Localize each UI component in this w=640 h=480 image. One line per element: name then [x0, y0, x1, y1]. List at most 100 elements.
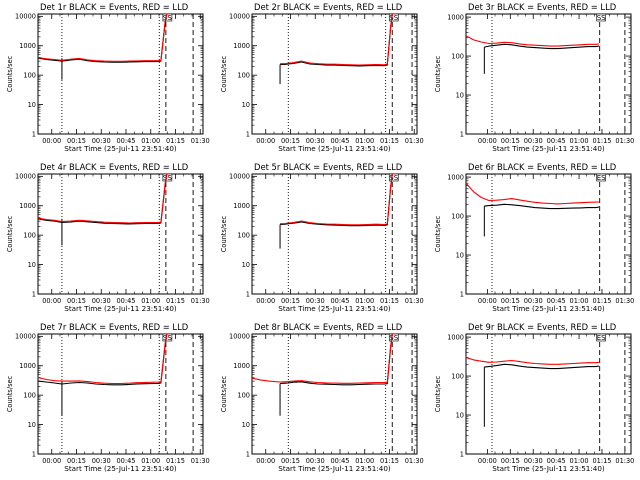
panel-title: Det 9r BLACK = Events, RED = LLD	[468, 322, 616, 332]
marker-label-box	[596, 333, 606, 342]
x-tick-label: 00:00	[42, 137, 61, 145]
y-axis-label: Counts/sec	[220, 215, 228, 252]
marker-label: SS	[389, 174, 398, 182]
x-tick-label: 00:15	[281, 297, 300, 305]
marker-label-box	[596, 13, 606, 22]
y-tick-label: 100	[451, 372, 464, 380]
y-tick-label: 100	[23, 232, 36, 240]
y-tick-label: 10	[28, 101, 36, 109]
y-axis-label: Counts/sec	[6, 215, 14, 252]
x-axis-label: Start Time (25-Jul-11 23:51:40)	[64, 304, 177, 313]
panel-det-8: Det 8r BLACK = Events, RED = LLD 1 10 100 10…	[220, 322, 424, 473]
events-series-line	[280, 14, 393, 67]
y-tick-label: 10000	[15, 173, 36, 181]
panel-det-2: Det 2r BLACK = Events, RED = LLD 1 10 100 10…	[220, 2, 424, 153]
x-tick-label: 01:30	[191, 457, 210, 465]
x-tick-label: 00:30	[524, 137, 543, 145]
lld-series-line	[38, 14, 168, 62]
x-tick-label: 01:15	[166, 457, 185, 465]
lld-series-line	[466, 182, 599, 205]
x-tick-label: 01:30	[615, 457, 634, 465]
y-tick-label: 1	[460, 450, 464, 458]
y-tick-label: 100	[23, 392, 36, 400]
plot-frame	[37, 13, 204, 135]
events-series-line	[38, 14, 168, 63]
y-tick-label: 1	[246, 450, 250, 458]
x-tick-label: 00:00	[256, 137, 275, 145]
y-tick-label: 100	[451, 212, 464, 220]
y-tick-label: 100	[237, 72, 250, 80]
y-tick-label: 10	[456, 91, 464, 99]
x-tick-label: 00:45	[330, 137, 349, 145]
events-series-line	[484, 43, 599, 50]
x-tick-label: 00:00	[256, 457, 275, 465]
x-tick-label: 01:00	[355, 457, 374, 465]
y-tick-label: 1	[460, 290, 464, 298]
x-tick-label: 00:00	[478, 297, 497, 305]
x-axis-label: Start Time (25-Jul-11 23:51:40)	[278, 464, 391, 473]
x-axis-label: Start Time (25-Jul-11 23:51:40)	[492, 144, 605, 153]
panel-title: Det 7r BLACK = Events, RED = LLD	[40, 322, 188, 332]
panel-det-1: Det 1r BLACK = Events, RED = LLD 1 10 100 10…	[6, 2, 210, 153]
x-tick-label: 01:15	[592, 297, 611, 305]
x-tick-label: 00:30	[306, 137, 325, 145]
x-tick-label: 01:30	[405, 137, 424, 145]
data-layer	[466, 35, 599, 74]
x-tick-label: 00:15	[281, 457, 300, 465]
panel-title: Det 4r BLACK = Events, RED = LLD	[40, 162, 188, 172]
plot-frame	[251, 173, 418, 295]
marker-label: SS	[389, 14, 398, 22]
y-axis-label: Counts/sec	[6, 55, 14, 92]
marker-label-box	[388, 173, 399, 182]
x-tick-label: 01:00	[141, 137, 160, 145]
y-tick-label: 10000	[15, 13, 36, 21]
plot-frame	[37, 173, 204, 295]
data-layer	[252, 334, 393, 416]
y-tick-label: 1	[32, 450, 36, 458]
panel-det-4: Det 4r BLACK = Events, RED = LLD 1 10 100 10…	[6, 162, 210, 313]
x-tick-label: 01:30	[405, 297, 424, 305]
x-tick-label: 00:45	[330, 297, 349, 305]
y-tick-label: 1000	[233, 362, 250, 370]
x-tick-label: 00:00	[256, 297, 275, 305]
y-tick-label: 10000	[15, 333, 36, 341]
x-tick-label: 01:30	[405, 457, 424, 465]
panel-title: Det 5r BLACK = Events, RED = LLD	[254, 162, 402, 172]
panel-title: Det 3r BLACK = Events, RED = LLD	[468, 2, 616, 12]
x-tick-label: 01:30	[191, 297, 210, 305]
y-axis-label: Counts/sec	[434, 375, 442, 412]
x-tick-label: 00:30	[524, 297, 543, 305]
x-tick-label: 00:45	[116, 457, 135, 465]
lld-series-line	[252, 334, 393, 384]
y-axis-label: Counts/sec	[6, 375, 14, 412]
x-tick-label: 00:45	[547, 297, 566, 305]
x-tick-label: 00:45	[116, 137, 135, 145]
x-tick-label: 00:15	[67, 297, 86, 305]
x-tick-label: 01:15	[592, 457, 611, 465]
x-tick-label: 01:00	[141, 457, 160, 465]
x-tick-label: 01:00	[355, 137, 374, 145]
events-series-line	[484, 203, 599, 210]
marker-label-box	[162, 333, 173, 342]
marker-label: SS	[163, 334, 172, 342]
y-tick-label: 10	[456, 251, 464, 259]
lld-series-line	[280, 14, 393, 66]
y-tick-label: 10000	[229, 333, 250, 341]
y-tick-label: 10000	[229, 173, 250, 181]
x-tick-label: 00:15	[67, 137, 86, 145]
x-tick-label: 01:15	[166, 137, 185, 145]
x-tick-label: 00:30	[92, 457, 111, 465]
y-tick-label: 1000	[447, 173, 464, 181]
x-tick-label: 00:45	[547, 137, 566, 145]
data-layer	[279, 174, 393, 249]
data-layer	[279, 14, 393, 85]
x-tick-label: 01:00	[141, 297, 160, 305]
x-tick-label: 00:15	[501, 457, 520, 465]
x-tick-label: 00:30	[92, 137, 111, 145]
panel-title: Det 6r BLACK = Events, RED = LLD	[468, 162, 616, 172]
marker-label: SS	[389, 334, 398, 342]
y-axis-label: Counts/sec	[220, 375, 228, 412]
y-tick-label: 10	[242, 261, 250, 269]
x-tick-label: 01:15	[380, 297, 399, 305]
